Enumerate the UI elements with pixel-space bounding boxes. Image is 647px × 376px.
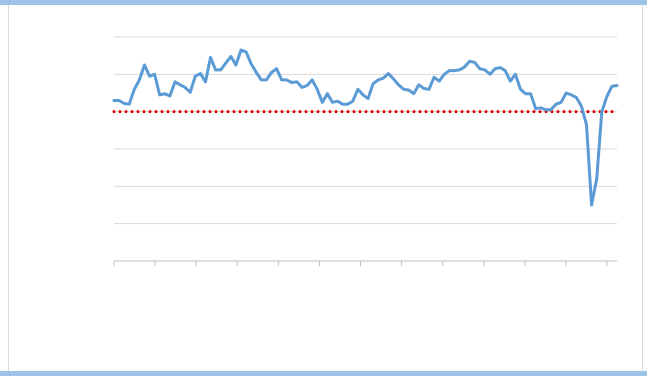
top-accent-bar <box>0 0 647 5</box>
series-line-0 <box>112 48 619 207</box>
chart-panel <box>8 5 643 371</box>
line-chart <box>112 36 619 266</box>
bottom-accent-bar <box>0 371 647 376</box>
